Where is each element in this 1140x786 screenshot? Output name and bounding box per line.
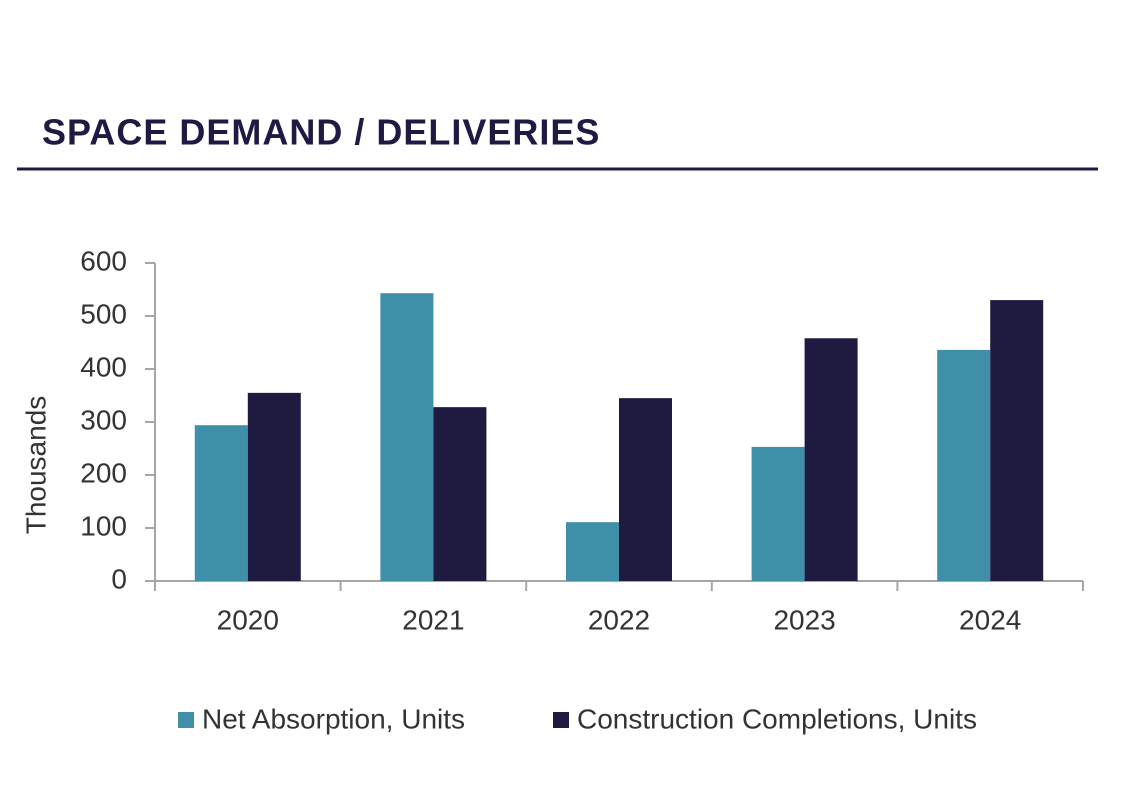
legend-swatch: [553, 712, 569, 728]
bar: [566, 522, 619, 581]
bar: [247, 392, 301, 581]
x-tick-label: 2020: [217, 604, 279, 635]
chart-title: SPACE DEMAND / DELIVERIES: [42, 112, 600, 153]
y-tick-label: 600: [80, 245, 127, 276]
y-tick-label: 400: [80, 351, 127, 382]
bar: [937, 349, 991, 581]
x-tick-label: 2021: [402, 604, 464, 635]
x-tick-label: 2023: [773, 604, 835, 635]
bar: [619, 398, 672, 581]
legend-label: Net Absorption, Units: [202, 703, 465, 734]
bar: [804, 338, 858, 581]
y-axis-label: Thousands: [20, 396, 51, 535]
bar: [751, 446, 805, 581]
bar: [433, 407, 487, 581]
y-tick-label: 500: [80, 298, 127, 329]
y-tick-label: 0: [111, 563, 127, 594]
legend-label: Construction Completions, Units: [577, 703, 977, 734]
bar: [380, 293, 434, 581]
y-tick-label: 100: [80, 510, 127, 541]
x-tick-label: 2024: [959, 604, 1021, 635]
x-tick-label: 2022: [588, 604, 650, 635]
bar: [990, 300, 1044, 581]
y-tick-label: 300: [80, 404, 127, 435]
y-tick-label: 200: [80, 457, 127, 488]
legend-swatch: [178, 712, 194, 728]
bar: [194, 425, 248, 581]
